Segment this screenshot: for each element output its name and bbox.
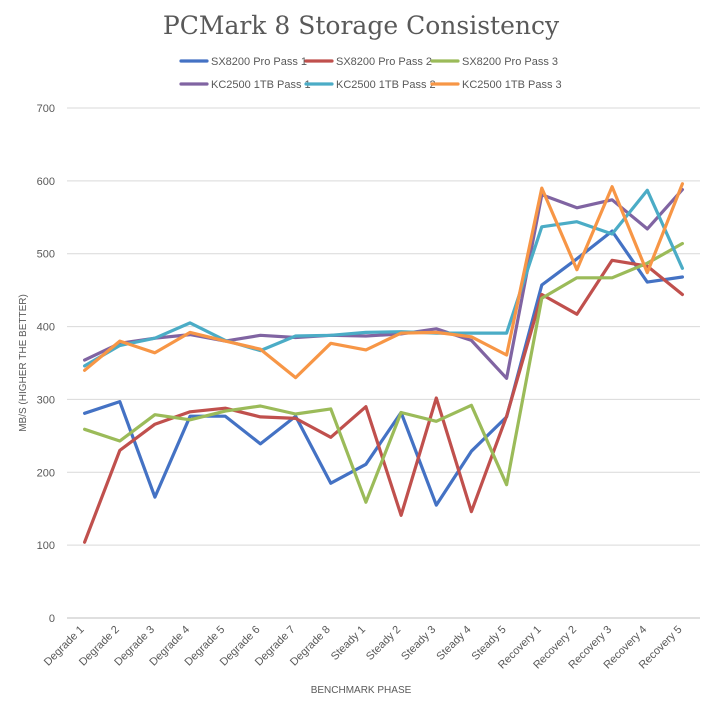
series-line-kc2500-1tb-pass-2	[82, 188, 685, 368]
x-tick-label: Steady 1	[329, 624, 368, 663]
series-layer	[82, 182, 685, 544]
y-tick-label: 200	[37, 467, 55, 479]
legend: SX8200 Pro Pass 1 SX8200 Pro Pass 2 SX8200…	[179, 56, 562, 91]
x-tick-label: Steady 2	[364, 624, 403, 663]
series-line-kc2500-1tb-pass-3	[82, 182, 685, 380]
legend-item-sx8200-pro-pass-3: SX8200 Pro Pass 3	[430, 56, 558, 68]
legend-label: KC2500 1TB Pass 2	[336, 79, 436, 91]
y-tick-label: 0	[49, 613, 55, 625]
legend-label: SX8200 Pro Pass 2	[336, 56, 432, 68]
series-line-kc2500-1tb-pass-1	[82, 188, 685, 380]
legend-label: KC2500 1TB Pass 3	[462, 79, 562, 91]
y-tick-label: 600	[37, 176, 55, 188]
legend-label: SX8200 Pro Pass 3	[462, 56, 558, 68]
y-tick-label: 400	[37, 322, 55, 334]
y-axis-label: MB/S (HIGHER THE BETTER)	[18, 294, 29, 432]
y-tick-label: 500	[37, 249, 55, 261]
y-tick-label: 100	[37, 540, 55, 552]
legend-item-kc2500-1tb-pass-1: KC2500 1TB Pass 1	[179, 79, 311, 91]
legend-label: SX8200 Pro Pass 1	[211, 56, 307, 68]
legend-item-kc2500-1tb-pass-2: KC2500 1TB Pass 2	[304, 79, 436, 91]
x-axis-label: BENCHMARK PHASE	[311, 685, 412, 696]
x-tick-label: Steady 4	[434, 624, 473, 663]
legend-item-sx8200-pro-pass-1: SX8200 Pro Pass 1	[179, 56, 307, 68]
y-tick-label: 300	[37, 394, 55, 406]
grid-layer	[67, 107, 700, 619]
legend-label: KC2500 1TB Pass 1	[211, 79, 311, 91]
legend-item-sx8200-pro-pass-2: SX8200 Pro Pass 2	[304, 56, 432, 68]
legend-item-kc2500-1tb-pass-3: KC2500 1TB Pass 3	[430, 79, 562, 91]
series-line-sx8200-pro-pass-3	[82, 241, 685, 504]
chart-title: PCMark 8 Storage Consistency	[163, 11, 560, 40]
y-axis: 0 100 200 300 400 500 600 700	[37, 103, 55, 625]
x-tick-label: Steady 3	[399, 624, 438, 663]
series-line-sx8200-pro-pass-2	[82, 258, 685, 544]
y-tick-label: 700	[37, 103, 55, 115]
